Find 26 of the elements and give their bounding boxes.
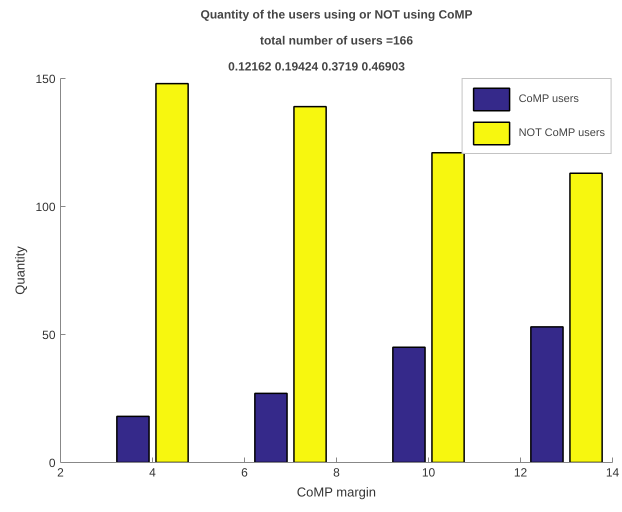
y-tick-label: 50 (42, 328, 56, 342)
x-tick-label: 14 (606, 466, 620, 480)
text: 0.12162 0.19424 0.3719 0.46903 (228, 60, 406, 74)
legend-label: CoMP users (518, 93, 579, 105)
y-axis-title: Quantity (12, 246, 28, 295)
bar (569, 172, 603, 462)
y-tick-label: 150 (35, 72, 56, 86)
bar (155, 82, 189, 462)
x-axis-title: CoMP margin (296, 484, 376, 500)
bar (293, 106, 327, 462)
bar (530, 326, 564, 462)
chart-title: Quantity of the users using or NOT using CoMP (200, 8, 473, 22)
bar (392, 346, 426, 462)
x-tick-label: 10 (422, 466, 436, 480)
chart-subtitle: total number of users =166 (260, 34, 414, 48)
bar (116, 416, 150, 462)
x-tick-label: 12 (514, 466, 528, 480)
x-tick-label: 4 (149, 466, 156, 480)
bar (431, 152, 465, 462)
legend-label: NOT CoMP users (518, 127, 605, 139)
bar (254, 392, 288, 462)
x-tick-label: 8 (333, 466, 340, 480)
y-tick-label: 100 (35, 200, 56, 214)
y-tick-label: 0 (48, 456, 56, 470)
x-tick-label: 6 (241, 466, 248, 480)
x-tick-label: 2 (57, 466, 64, 480)
